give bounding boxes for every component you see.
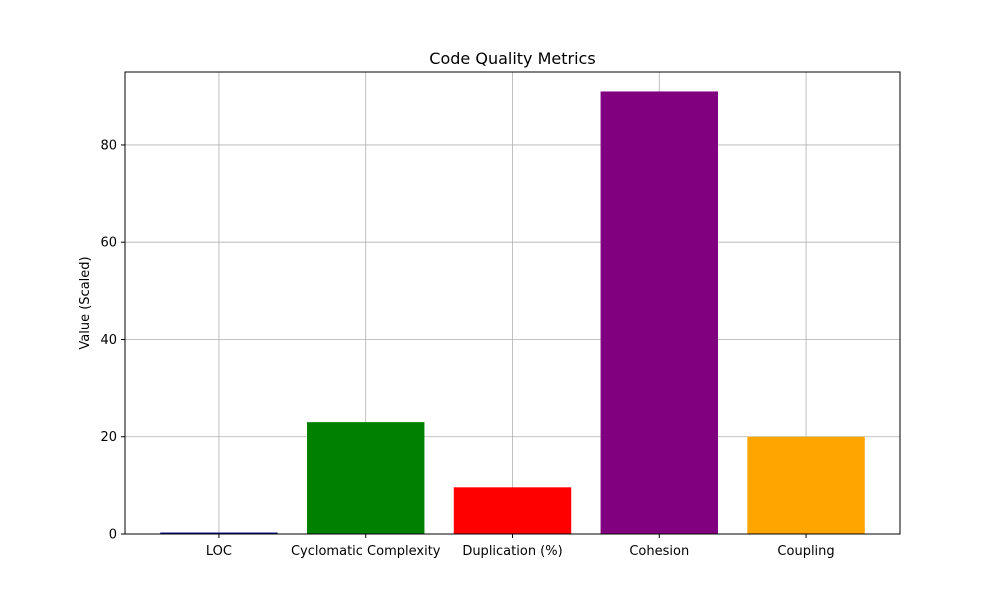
y-tick-label: 40 (100, 333, 117, 348)
bar-loc (160, 532, 278, 534)
x-tick-label: LOC (206, 544, 232, 559)
bar-duplication (453, 487, 572, 534)
y-tick-label: 80 (100, 138, 117, 153)
y-tick-label: 60 (100, 236, 117, 251)
ticks-layer: 0 20 40 60 80 LOC Cyclomatic Complexity Duplica… (100, 138, 834, 559)
y-tick-label: 20 (100, 430, 117, 445)
bar-coupling (747, 436, 865, 534)
bar-cyclomatic-complexity (307, 422, 425, 534)
x-tick-label: Duplication (%) (462, 544, 562, 559)
x-tick-label: Coupling (777, 544, 834, 559)
x-tick-label: Cyclomatic Complexity (291, 544, 441, 559)
y-axis-label: Value (Scaled) (78, 256, 93, 349)
x-tick-label: Cohesion (629, 544, 689, 559)
bar-cohesion (600, 91, 718, 534)
chart-title: Code Quality Metrics (429, 49, 595, 68)
bars-layer (160, 91, 865, 534)
y-tick-label: 0 (109, 528, 117, 543)
